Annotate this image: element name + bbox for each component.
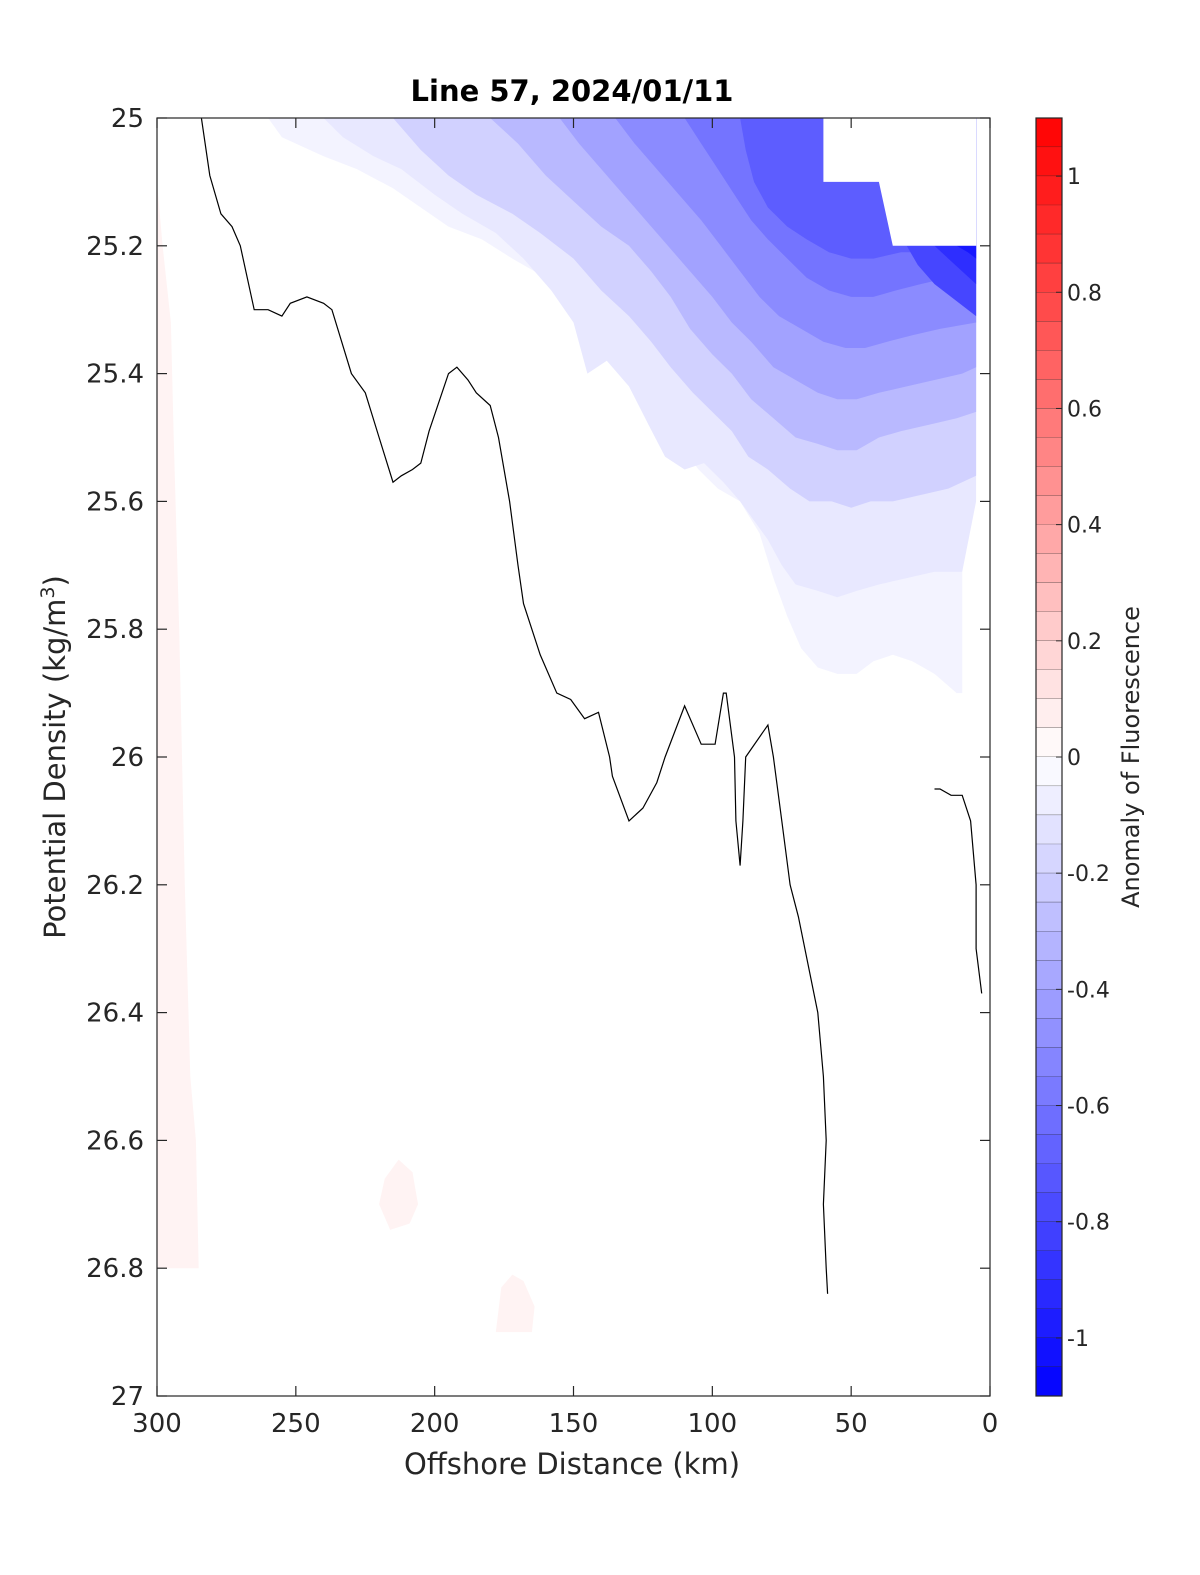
colorbar-cell <box>1036 524 1062 555</box>
colorbar-cell <box>1036 234 1062 264</box>
y-axis-label-close: ) <box>38 575 72 586</box>
colorbar-cell <box>1036 757 1062 787</box>
x-tick-label: 50 <box>835 1409 868 1439</box>
colorbar-cell <box>1036 582 1062 613</box>
positive-anomaly-patch-1 <box>379 1159 418 1230</box>
y-axis-ticks: 25 25.2 25.4 25.6 25.8 26 26.2 26.4 26.6 26.8 27 <box>86 104 990 1412</box>
positive-anomaly-patch-0 <box>157 181 199 1269</box>
colorbar-cell <box>1036 960 1062 990</box>
colorbar-cell <box>1036 1076 1062 1107</box>
colorbar-tick-label: 1 <box>1067 165 1081 190</box>
colorbar-cell <box>1036 1366 1062 1397</box>
colorbar-cell <box>1036 611 1062 642</box>
y-tick-label: 25.8 <box>86 615 144 645</box>
colorbar-tick-label: -0.4 <box>1067 978 1110 1003</box>
colorbar-cell <box>1036 815 1062 845</box>
no-data-region <box>823 118 977 246</box>
colorbar: 1 0.8 0.6 0.4 0.2 0 -0.2 -0.4 -0.6 -0.8 -1 <box>1035 117 1110 1397</box>
y-tick-label: 25.4 <box>86 360 144 390</box>
colorbar-cell <box>1036 350 1062 380</box>
negative-anomaly-band-9 <box>934 245 977 285</box>
colorbar-cell <box>1036 989 1062 1019</box>
colorbar-cell <box>1036 118 1062 148</box>
colorbar-tick-label: 0 <box>1067 746 1081 771</box>
y-tick-label: 27 <box>111 1382 144 1412</box>
negative-anomaly-band-10 <box>956 245 977 259</box>
colorbar-tick-label: -0.2 <box>1067 862 1110 887</box>
x-tick-label: 100 <box>688 1409 738 1439</box>
colorbar-cell <box>1036 727 1062 758</box>
y-tick-label: 26.8 <box>86 1254 144 1284</box>
colorbar-cell <box>1036 147 1062 177</box>
colorbar-ticks: 1 0.8 0.6 0.4 0.2 0 -0.2 -0.4 -0.6 -0.8 -1 <box>1056 165 1110 1352</box>
y-tick-label: 26.6 <box>86 1126 144 1156</box>
colorbar-label: Anomaly of Fluorescence <box>1117 606 1145 908</box>
x-axis-label: Offshore Distance (km) <box>404 1447 740 1481</box>
colorbar-cell <box>1036 379 1062 409</box>
colorbar-cells <box>1036 118 1062 1397</box>
zero-contour-line-1 <box>934 788 983 994</box>
colorbar-cell <box>1036 698 1062 729</box>
colorbar-cell <box>1036 640 1062 671</box>
colorbar-cell <box>1036 263 1062 293</box>
colorbar-cell <box>1036 844 1062 874</box>
contour-lines <box>200 118 983 1294</box>
colorbar-cell <box>1036 553 1062 584</box>
colorbar-cell <box>1036 669 1062 700</box>
colorbar-cell <box>1036 1018 1062 1048</box>
colorbar-cell <box>1036 292 1062 322</box>
colorbar-cell <box>1036 1163 1062 1194</box>
colorbar-frame <box>1035 117 1063 1397</box>
colorbar-cell <box>1036 873 1062 903</box>
y-tick-label: 25 <box>111 104 144 134</box>
y-tick-label: 25.2 <box>86 232 144 262</box>
y-tick-label: 26.4 <box>86 999 144 1029</box>
colorbar-tick-label: -0.8 <box>1067 1211 1110 1236</box>
colorbar-cell <box>1036 1279 1062 1310</box>
colorbar-tick-label: 0.6 <box>1067 397 1102 422</box>
colorbar-cell <box>1036 408 1062 438</box>
plot-area: 300 250 200 150 100 50 0 2525.225.425.625.8262… <box>86 104 998 1439</box>
colorbar-cell <box>1036 1250 1062 1281</box>
colorbar-cell <box>1036 931 1062 961</box>
colorbar-cell <box>1036 1308 1062 1339</box>
colorbar-cell <box>1036 1337 1062 1368</box>
x-tick-label: 200 <box>410 1409 460 1439</box>
colorbar-cell <box>1036 176 1062 206</box>
colorbar-cell <box>1036 321 1062 351</box>
colorbar-cell <box>1036 205 1062 235</box>
colorbar-tick-label: -1 <box>1067 1327 1089 1352</box>
x-tick-label: 0 <box>982 1409 999 1439</box>
colorbar-tick-label: 0.8 <box>1067 281 1102 306</box>
zero-contour-line-0 <box>200 118 829 1294</box>
x-axis-ticks: 300 250 200 150 100 50 0 <box>132 118 998 1439</box>
colorbar-cell <box>1036 1105 1062 1136</box>
y-tick-label: 26 <box>111 743 144 773</box>
y-tick-label: 25.6 <box>86 487 144 517</box>
colorbar-cell <box>1036 1134 1062 1165</box>
colorbar-cell <box>1036 1221 1062 1252</box>
colorbar-tick-label: -0.6 <box>1067 1095 1110 1120</box>
colorbar-cell <box>1036 495 1062 526</box>
positive-anomaly-patch-2 <box>495 1274 535 1333</box>
colorbar-cell <box>1036 1047 1062 1077</box>
y-axis-label: Potential Density (kg/m3) <box>37 575 72 939</box>
colorbar-cell <box>1036 1192 1062 1223</box>
x-tick-label: 250 <box>271 1409 321 1439</box>
chart-title: Line 57, 2024/01/11 <box>411 74 734 108</box>
x-tick-label: 300 <box>132 1409 182 1439</box>
y-axis-label-sup: 3 <box>37 586 59 598</box>
colorbar-cell <box>1036 786 1062 816</box>
colorbar-cell <box>1036 902 1062 932</box>
y-tick-label: 26.2 <box>86 871 144 901</box>
colorbar-tick-label: 0.2 <box>1067 630 1102 655</box>
x-tick-label: 150 <box>549 1409 599 1439</box>
colorbar-tick-label: 0.4 <box>1067 514 1102 539</box>
colorbar-cell <box>1036 466 1062 497</box>
contour-fills <box>157 118 977 1333</box>
colorbar-cell <box>1036 437 1062 468</box>
y-axis-label-main: Potential Density (kg/m <box>38 599 72 939</box>
